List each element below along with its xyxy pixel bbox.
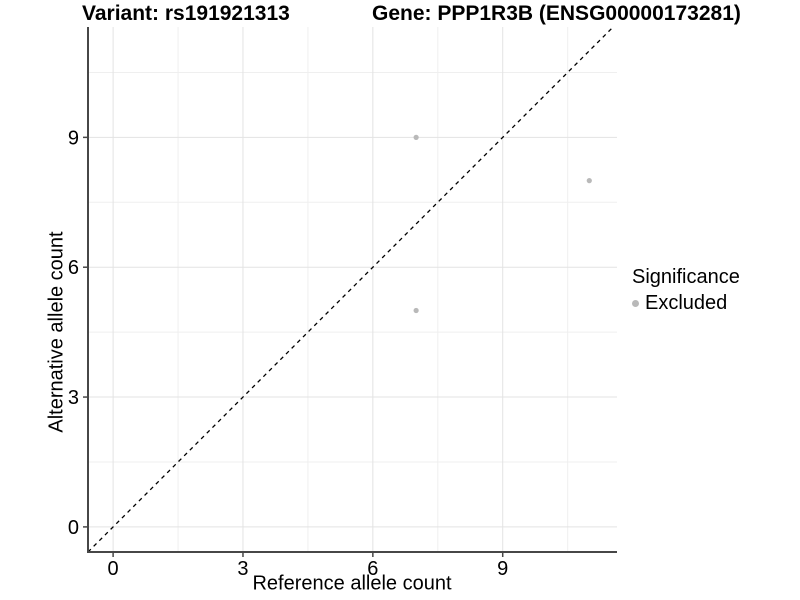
y-tick-label: 6: [68, 257, 79, 279]
x-tick-label: 3: [237, 558, 248, 580]
legend-title: Significance: [632, 266, 740, 288]
data-point: [586, 178, 592, 184]
legend-item-excluded: Excluded: [629, 292, 740, 315]
y-tick-label: 9: [68, 127, 79, 149]
legend: Significance Excluded: [629, 266, 740, 315]
identity-line: [87, 26, 614, 553]
legend-point-icon: [632, 300, 639, 307]
x-tick-label: 6: [367, 558, 378, 580]
x-tick-label: 9: [497, 558, 508, 580]
y-tick-label: 0: [68, 517, 79, 539]
x-axis-label: Reference allele count: [252, 572, 452, 595]
plot-title-gene: Gene: PPP1R3B (ENSG00000173281): [372, 2, 741, 25]
data-point: [413, 134, 419, 140]
x-tick-label: 0: [108, 558, 119, 580]
data-point: [413, 307, 419, 314]
y-axis-label: Alternative allele count: [45, 231, 68, 433]
legend-item-label: Excluded: [645, 292, 728, 314]
y-tick-label: 3: [68, 387, 79, 409]
plot-title-variant: Variant: rs191921313: [82, 2, 290, 25]
